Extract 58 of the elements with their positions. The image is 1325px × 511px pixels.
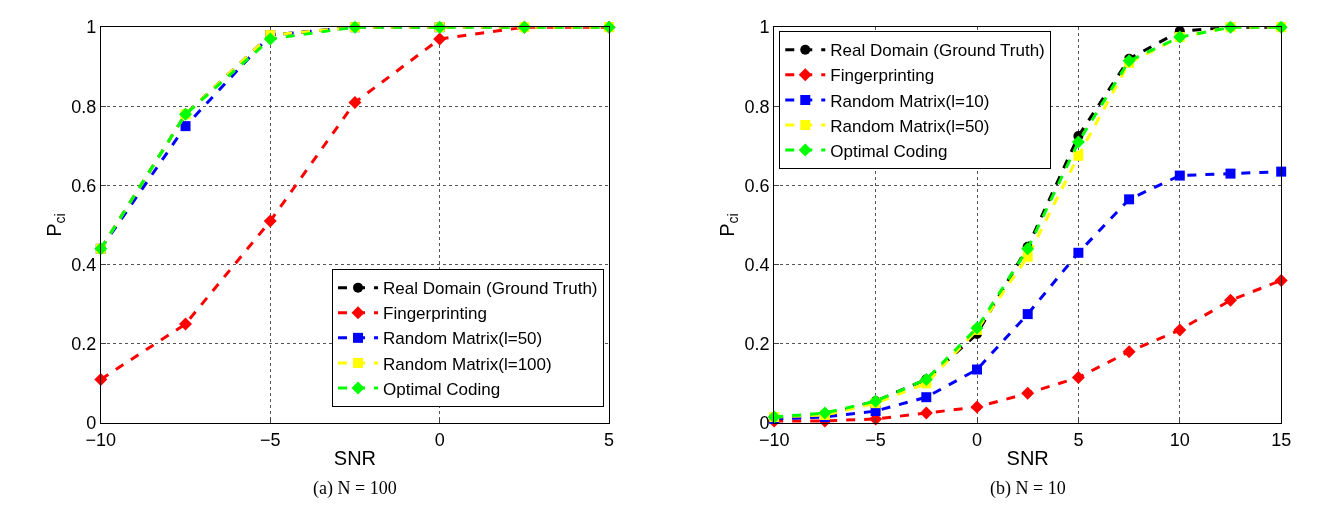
x-tick-label: 0 [434,429,445,450]
point [1174,170,1185,181]
x-tick-label: 10 [1169,429,1190,450]
point [1071,370,1085,384]
y-tick-label: 0.2 [71,334,97,355]
point [1021,242,1035,256]
legend-label: Fingerprinting [830,66,935,86]
point [818,406,832,420]
point [1224,293,1237,307]
y-tick-label: 0.8 [744,96,770,117]
point [1073,150,1084,161]
x-tick-label: −5 [865,429,886,450]
x-axis-title: SNR [1006,447,1049,470]
y-tick-label: 0.4 [744,254,770,275]
x-tick-label: 5 [1073,429,1084,450]
y-tick-label: 1 [86,17,97,38]
point [179,317,193,331]
legend-label: Optimal Coding [383,379,501,399]
y-tick-label: 0.4 [71,254,97,275]
point [1022,251,1033,262]
legend-label: Fingerprinting [383,304,487,324]
legend-label: Real Domain (Ground Truth) [830,41,1045,61]
legend-label: Random Matrix(l=10) [830,91,990,111]
legend-label: Random Matrix(l=100) [383,354,552,374]
point [972,364,982,375]
point [1021,386,1035,400]
point [1276,166,1287,177]
x-tick-label: 0 [971,429,983,450]
point [180,121,191,132]
y-tick-label: 0.8 [71,96,97,117]
point [921,392,932,403]
text: (b) N = 10 [990,478,1066,499]
legend-label: Optimal Coding [830,141,948,161]
point [1122,345,1136,359]
point [1225,168,1236,179]
point [263,32,277,46]
point [1073,247,1084,258]
point [919,406,933,420]
x-tick-label: 5 [604,429,615,450]
point [348,95,362,109]
point [1124,194,1135,205]
y-tick-label: 1 [759,17,770,38]
x-axis-title: SNR [333,447,377,470]
legend-label: Random Matrix(l=50) [830,116,990,136]
y-tick-label: 0.6 [744,175,770,196]
legend-label: Random Matrix(l=50) [383,329,543,349]
point [970,400,984,414]
point [1022,309,1033,320]
text: (a) N = 100 [313,478,397,499]
x-tick-label: 15 [1271,429,1292,450]
y-tick-label: 0.6 [71,175,97,196]
point [1071,135,1085,149]
y-tick-label: 0.2 [744,334,770,355]
point [1173,323,1187,337]
point [263,214,277,228]
x-tick-label: −5 [259,429,281,450]
legend-label: Real Domain (Ground Truth) [383,279,598,299]
point [433,32,447,46]
